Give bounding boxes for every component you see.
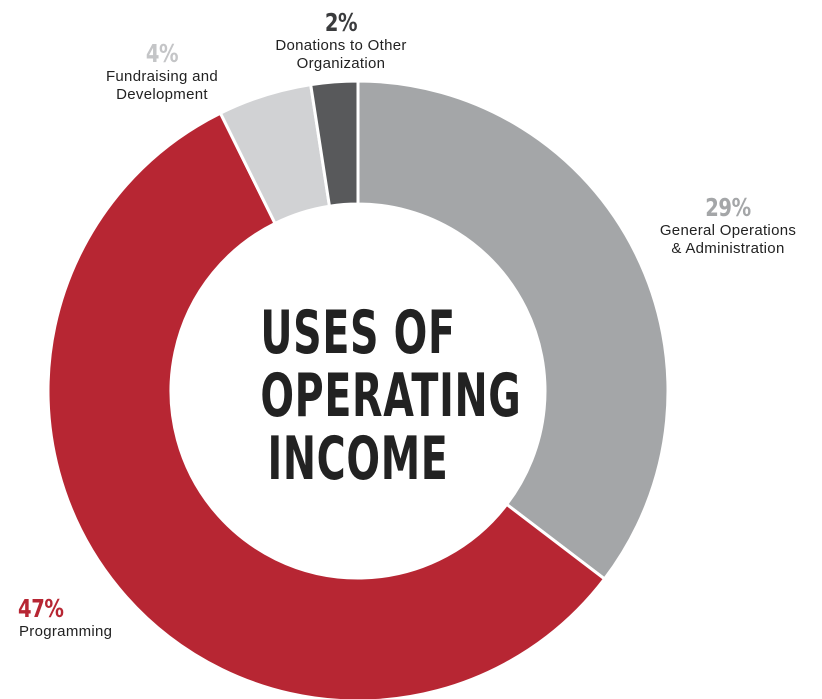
title-line: USES OF <box>260 298 456 368</box>
slice-name: General Operations <box>659 222 797 239</box>
donut-slice-1 <box>46 111 607 699</box>
slice-label-donations: 2% Donations to Other Organization <box>246 9 436 73</box>
slice-name: Fundraising and <box>105 68 219 85</box>
slice-percent: 4% <box>145 39 179 68</box>
chart-title: USES OF OPERATING INCOME <box>260 298 522 494</box>
slice-percent: 2% <box>324 8 358 37</box>
slice-name: Organization <box>296 55 386 72</box>
slice-percent: 47% <box>18 594 64 623</box>
donut-slice-0 <box>356 79 670 582</box>
donut-slice-3 <box>308 79 360 208</box>
slice-label-fundraising: 4% Fundraising and Development <box>82 40 242 104</box>
slice-label-programming: 47% Programming <box>4 595 154 641</box>
slice-percent: 29% <box>705 193 751 222</box>
slice-name: Programming <box>19 623 113 640</box>
title-line: INCOME <box>267 424 449 494</box>
slice-name: & Administration <box>671 240 785 257</box>
slice-label-general-operations: 29% General Operations & Administration <box>633 194 822 258</box>
title-line: OPERATING <box>260 361 522 431</box>
slice-name: Development <box>116 86 208 103</box>
slice-name: Donations to Other <box>275 37 407 54</box>
